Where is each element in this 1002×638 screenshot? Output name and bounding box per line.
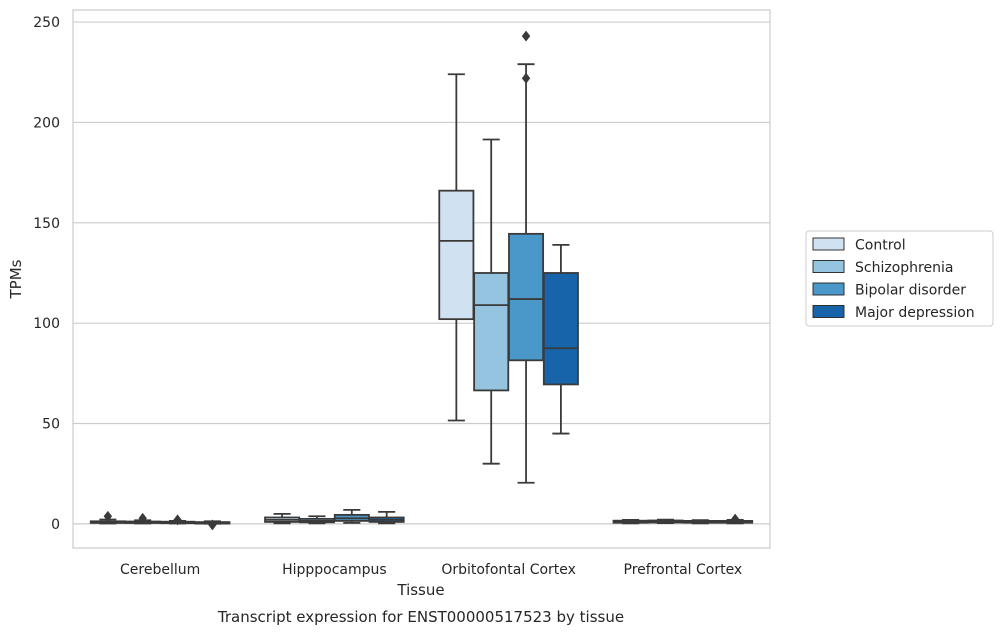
box-group xyxy=(89,510,126,525)
box xyxy=(438,189,475,321)
x-axis-label: Tissue xyxy=(396,581,444,599)
legend-label: Major depression xyxy=(855,305,975,321)
x-tick-label: Orbitofontal Cortex xyxy=(441,562,576,578)
outlier-point xyxy=(173,514,182,526)
outlier-point xyxy=(138,512,147,524)
box-group xyxy=(542,243,579,435)
legend-label: Control xyxy=(855,238,906,254)
box-group xyxy=(717,513,754,525)
x-tick-label: Prefrontal Cortex xyxy=(624,562,743,578)
box xyxy=(542,272,579,386)
box-group xyxy=(682,519,719,525)
y-tick-label: 250 xyxy=(33,15,60,31)
legend-label: Schizophrenia xyxy=(855,260,953,276)
outlier-point xyxy=(208,519,217,531)
box-group xyxy=(124,512,161,525)
y-tick-label: 150 xyxy=(33,216,60,232)
box-group xyxy=(159,514,196,526)
outlier-point xyxy=(730,513,740,525)
x-tick-label: Hipppocampus xyxy=(282,562,387,578)
box-group xyxy=(298,515,335,525)
legend-swatch xyxy=(812,260,845,273)
boxes xyxy=(89,30,754,531)
box-group xyxy=(612,518,649,525)
plot-frame xyxy=(72,9,771,549)
box-group xyxy=(368,510,405,525)
x-tick-label: Cerebellum xyxy=(120,562,200,578)
box-group xyxy=(438,73,475,422)
y-tick-label: 100 xyxy=(33,316,60,332)
legend-label: Bipolar disorder xyxy=(855,283,966,299)
chart-caption: Transcript expression for ENST0000051752… xyxy=(217,608,624,626)
legend: Control Schizophrenia Bipolar disorder Majo… xyxy=(805,230,994,327)
box-group xyxy=(647,518,684,525)
outlier-point xyxy=(521,72,531,84)
y-tick-label: 50 xyxy=(42,417,60,433)
x-tick-labels: Cerebellum Hipppocampus Orbitofontal Corte… xyxy=(120,562,742,578)
y-tick-label: 0 xyxy=(51,517,60,533)
legend-swatch xyxy=(812,237,845,251)
y-axis-label: TPMs xyxy=(7,259,25,299)
outlier-point xyxy=(103,510,113,522)
y-tick-label: 200 xyxy=(33,115,60,131)
box-group xyxy=(333,508,370,524)
gridlines xyxy=(73,21,770,525)
box-group xyxy=(473,138,510,465)
box-group xyxy=(194,519,231,531)
box xyxy=(508,232,545,362)
legend-frame xyxy=(805,230,994,327)
legend-swatch xyxy=(812,305,845,318)
legend-swatch xyxy=(812,282,845,296)
box-group xyxy=(508,30,545,484)
box xyxy=(473,272,510,392)
y-tick-labels: 0 50 100 150 200 250 xyxy=(33,15,60,533)
box-group xyxy=(264,512,301,525)
outlier-point xyxy=(521,30,531,42)
